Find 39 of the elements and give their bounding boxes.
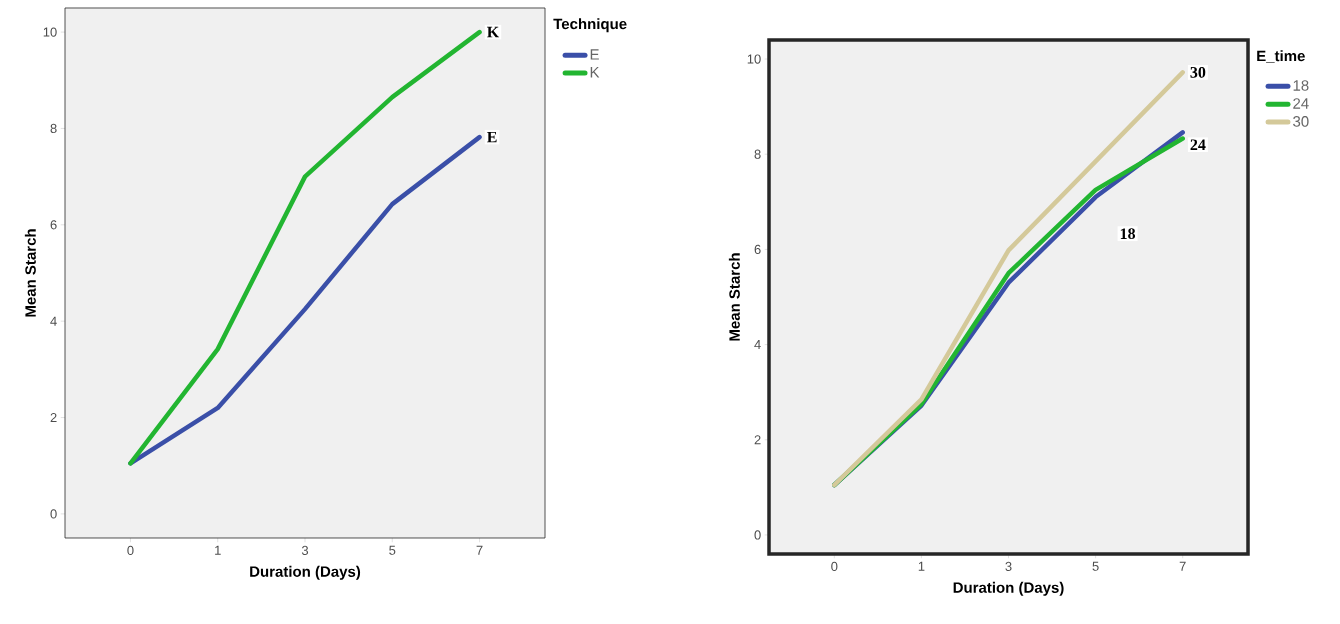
x-tick-label: 7 — [1179, 561, 1186, 571]
x-axis-title: Duration (Days) — [250, 565, 361, 580]
annotation: K — [487, 26, 500, 38]
x-tick-label: 1 — [215, 545, 221, 555]
legend-label: 30 — [1293, 116, 1309, 127]
y-tick-label: 2 — [50, 413, 57, 423]
legend-title: E_time — [1257, 50, 1305, 63]
y-tick-label: 10 — [747, 54, 761, 64]
y-tick-label: 6 — [754, 244, 761, 254]
annotation: E — [487, 131, 497, 143]
x-tick-label: 5 — [389, 545, 396, 555]
legend-label: 18 — [1293, 80, 1309, 91]
legend-label: K — [590, 67, 600, 78]
x-axis-title: Duration (Days) — [953, 581, 1064, 596]
legend-title: Technique — [553, 18, 627, 33]
legend-label: 24 — [1293, 98, 1309, 109]
y-tick-label: 10 — [43, 27, 57, 37]
x-tick-label: 3 — [301, 545, 309, 555]
x-tick-label: 0 — [127, 545, 134, 555]
annotation: 18 — [1120, 228, 1136, 240]
y-tick-label: 8 — [754, 149, 761, 159]
y-axis-title: Mean Starch — [24, 229, 36, 317]
y-axis-title: Mean Starch — [728, 253, 740, 341]
y-tick-label: 0 — [50, 509, 57, 519]
x-tick-label: 7 — [476, 545, 483, 555]
y-tick-label: 0 — [754, 530, 761, 540]
x-tick-label: 5 — [1092, 561, 1099, 571]
annotation: 30 — [1190, 66, 1206, 78]
y-tick-label: 2 — [754, 435, 761, 445]
annotation: 24 — [1190, 139, 1206, 150]
y-tick-label: 4 — [50, 316, 57, 326]
y-tick-label: 4 — [754, 340, 761, 350]
y-tick-label: 8 — [50, 123, 57, 134]
x-tick-label: 3 — [1005, 561, 1012, 571]
line-series — [128, 29, 482, 466]
y-tick-label: 6 — [50, 220, 57, 230]
x-tick-label: 1 — [918, 561, 925, 571]
legend-label: E — [590, 49, 599, 60]
x-tick-label: 0 — [831, 561, 838, 571]
